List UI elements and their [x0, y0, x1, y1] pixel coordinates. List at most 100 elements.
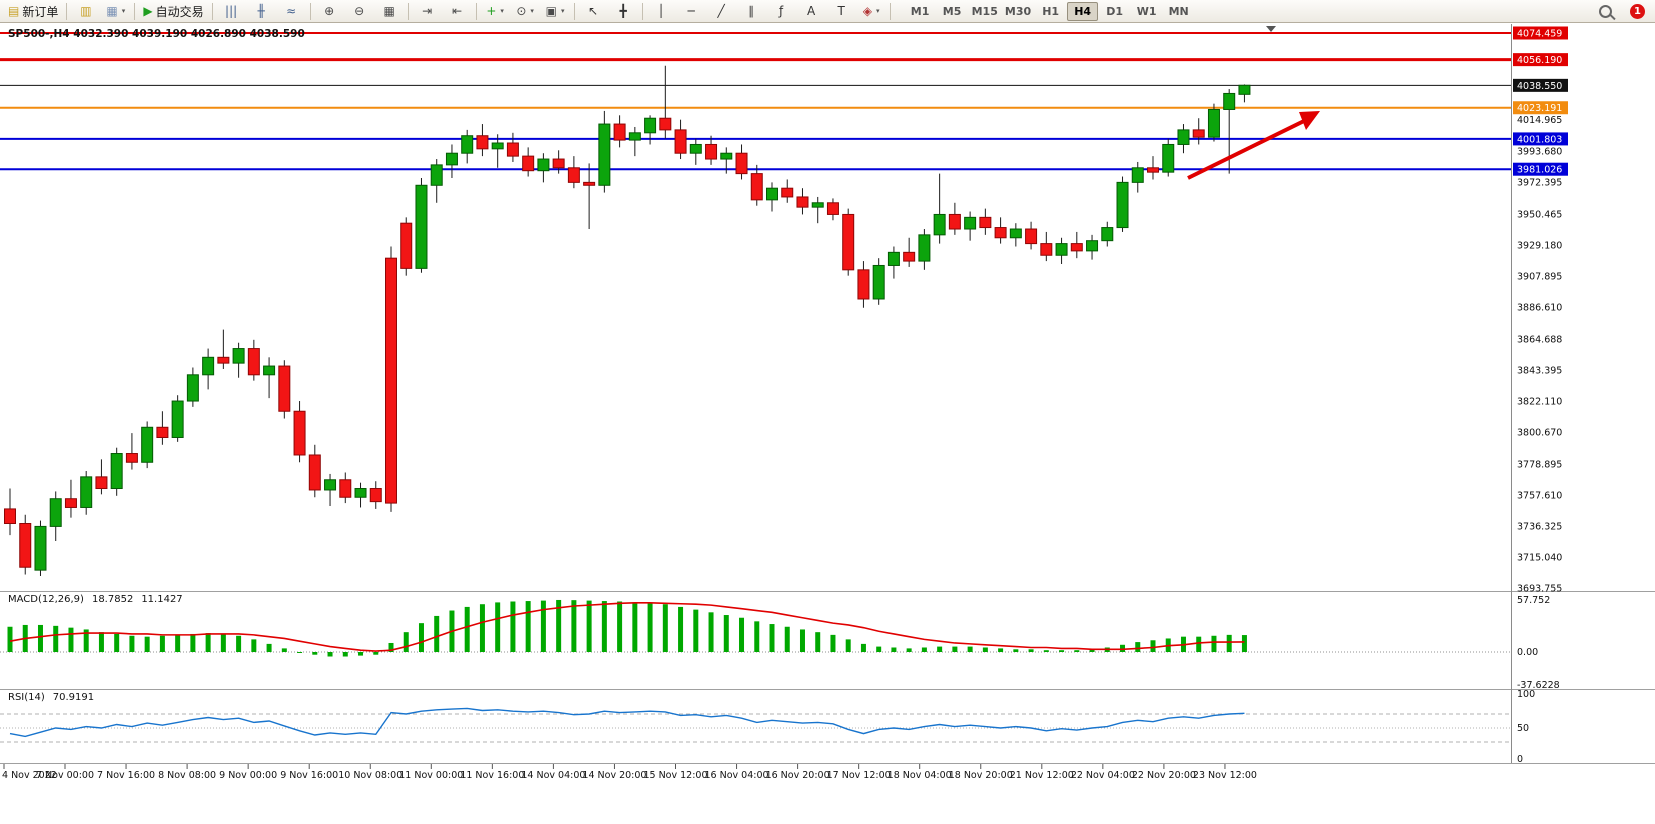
text-label-button[interactable]: T: [827, 1, 856, 22]
channel-button[interactable]: ∥: [737, 1, 766, 22]
toolbar-separator: [134, 2, 136, 20]
candle: [842, 208, 855, 276]
macd-bar: [617, 601, 623, 652]
macd-bar: [662, 604, 668, 652]
macd-bar: [312, 652, 318, 655]
crosshair-button[interactable]: ╋: [609, 1, 638, 22]
bar-chart-button[interactable]: |||: [217, 1, 246, 22]
candle: [278, 360, 291, 419]
price-tag: [1513, 132, 1568, 146]
fibonacci-button[interactable]: ƒ: [767, 1, 796, 22]
auto-scroll-button[interactable]: ⇥: [413, 1, 442, 22]
macd-bar: [159, 635, 165, 652]
candle: [95, 459, 108, 495]
candle: [156, 411, 169, 445]
timeframe-mn-button[interactable]: MN: [1168, 4, 1189, 18]
cursor-button[interactable]: ↖: [579, 1, 608, 22]
timeframe-h1-button[interactable]: H1: [1042, 4, 1060, 18]
vertical-line-button[interactable]: │: [647, 1, 676, 22]
candle: [476, 124, 489, 157]
profiles-button[interactable]: ▦ ▾: [101, 1, 130, 22]
macd-bar: [373, 652, 379, 655]
price-axis-label: 3778.895: [1517, 459, 1562, 470]
time-axis-label: 16 Nov 20:00: [766, 770, 830, 781]
price-axis-label: 3843.395: [1517, 365, 1562, 376]
horizontal-line-button[interactable]: ─: [677, 1, 706, 22]
price-axis[interactable]: 4014.965 3993.680 3972.395 3950.465 3929.180…: [1513, 26, 1568, 595]
timeframe-d1-button[interactable]: D1: [1106, 4, 1124, 18]
macd-bar: [982, 647, 988, 652]
candle: [628, 126, 641, 157]
macd-bar: [815, 632, 821, 652]
rsi-label: RSI(14) 70.9191: [8, 692, 94, 703]
time-axis-label: 7 Nov 16:00: [97, 770, 155, 781]
macd-bar: [1196, 636, 1202, 652]
timeframe-w1-button[interactable]: W1: [1136, 4, 1157, 18]
macd-bar: [403, 632, 409, 652]
candle: [263, 357, 276, 399]
candle: [903, 237, 916, 267]
candle: [506, 132, 519, 162]
line-chart-button[interactable]: ≈: [277, 1, 306, 22]
macd-bar: [571, 600, 577, 652]
time-axis-label: 18 Nov 04:00: [888, 770, 952, 781]
candle: [552, 150, 565, 174]
toolbar-right-cluster: 1: [1591, 1, 1651, 22]
periods-icon: ⊙: [516, 4, 527, 18]
price-tag-label: 4074.459: [1517, 29, 1562, 40]
candle: [766, 182, 778, 212]
chart-shift-button[interactable]: ⇤: [443, 1, 472, 22]
text-button[interactable]: A: [797, 1, 826, 22]
timeframe-m5-button[interactable]: M5: [942, 4, 962, 18]
rsi-axis-label: 100: [1517, 689, 1535, 700]
autotrade-button[interactable]: ▶ 自动交易: [139, 1, 207, 22]
candle: [781, 179, 794, 203]
zoom-in-button[interactable]: ⊕: [315, 1, 344, 22]
chart-shift-icon: ⇤: [452, 4, 463, 18]
trendline-button[interactable]: ╱: [707, 1, 736, 22]
toolbar-separator: [309, 2, 311, 20]
new-chart-button[interactable]: ▥: [71, 1, 100, 22]
candle: [887, 246, 900, 279]
candle: [918, 229, 931, 270]
candle: [64, 479, 77, 518]
candle: [202, 348, 215, 390]
candlestick-chart-button[interactable]: ╫: [247, 1, 276, 22]
indicators-button[interactable]: + ▾: [481, 1, 510, 22]
candle: [461, 129, 474, 164]
macd-bar: [1150, 640, 1156, 652]
zoom-out-button[interactable]: ⊖: [345, 1, 374, 22]
macd-bar: [586, 600, 592, 652]
candle: [1177, 124, 1190, 154]
candle: [232, 342, 245, 378]
chevron-down-icon: ▾: [561, 7, 565, 15]
search-button[interactable]: [1591, 1, 1620, 22]
timeframe-m30-button[interactable]: M30: [1004, 4, 1032, 18]
price-axis-label: 3972.395: [1517, 177, 1562, 188]
timeframe-m15-button[interactable]: M15: [971, 4, 998, 18]
notification-badge[interactable]: 1: [1630, 3, 1645, 19]
time-axis-label: 10 Nov 08:00: [338, 770, 402, 781]
timeframe-m1-button[interactable]: M1: [910, 4, 930, 18]
macd-bar: [342, 652, 348, 657]
price-tag-label: 4056.190: [1517, 55, 1562, 66]
macd-bar: [251, 639, 257, 652]
candle: [1207, 103, 1220, 142]
shapes-button[interactable]: ◈ ▾: [857, 1, 886, 22]
new-order-button[interactable]: ▤ 新订单: [4, 1, 62, 22]
macd-bar: [739, 617, 745, 652]
templates-button[interactable]: ▣ ▾: [541, 1, 570, 22]
autotrade-button-label: 自动交易: [155, 4, 204, 19]
macd-axis-label: 57.752: [1517, 595, 1550, 606]
candle: [857, 261, 870, 308]
price-tag: [1513, 26, 1568, 40]
trend-arrow-annotation[interactable]: [1187, 111, 1320, 180]
time-axis-label: 9 Nov 00:00: [219, 770, 277, 781]
tile-windows-button[interactable]: ▦: [375, 1, 404, 22]
periods-button[interactable]: ⊙ ▾: [511, 1, 540, 22]
price-tag-label: 4023.191: [1517, 103, 1562, 114]
timeframe-h4-button[interactable]: H4: [1067, 1, 1099, 21]
macd-bar: [418, 623, 424, 652]
